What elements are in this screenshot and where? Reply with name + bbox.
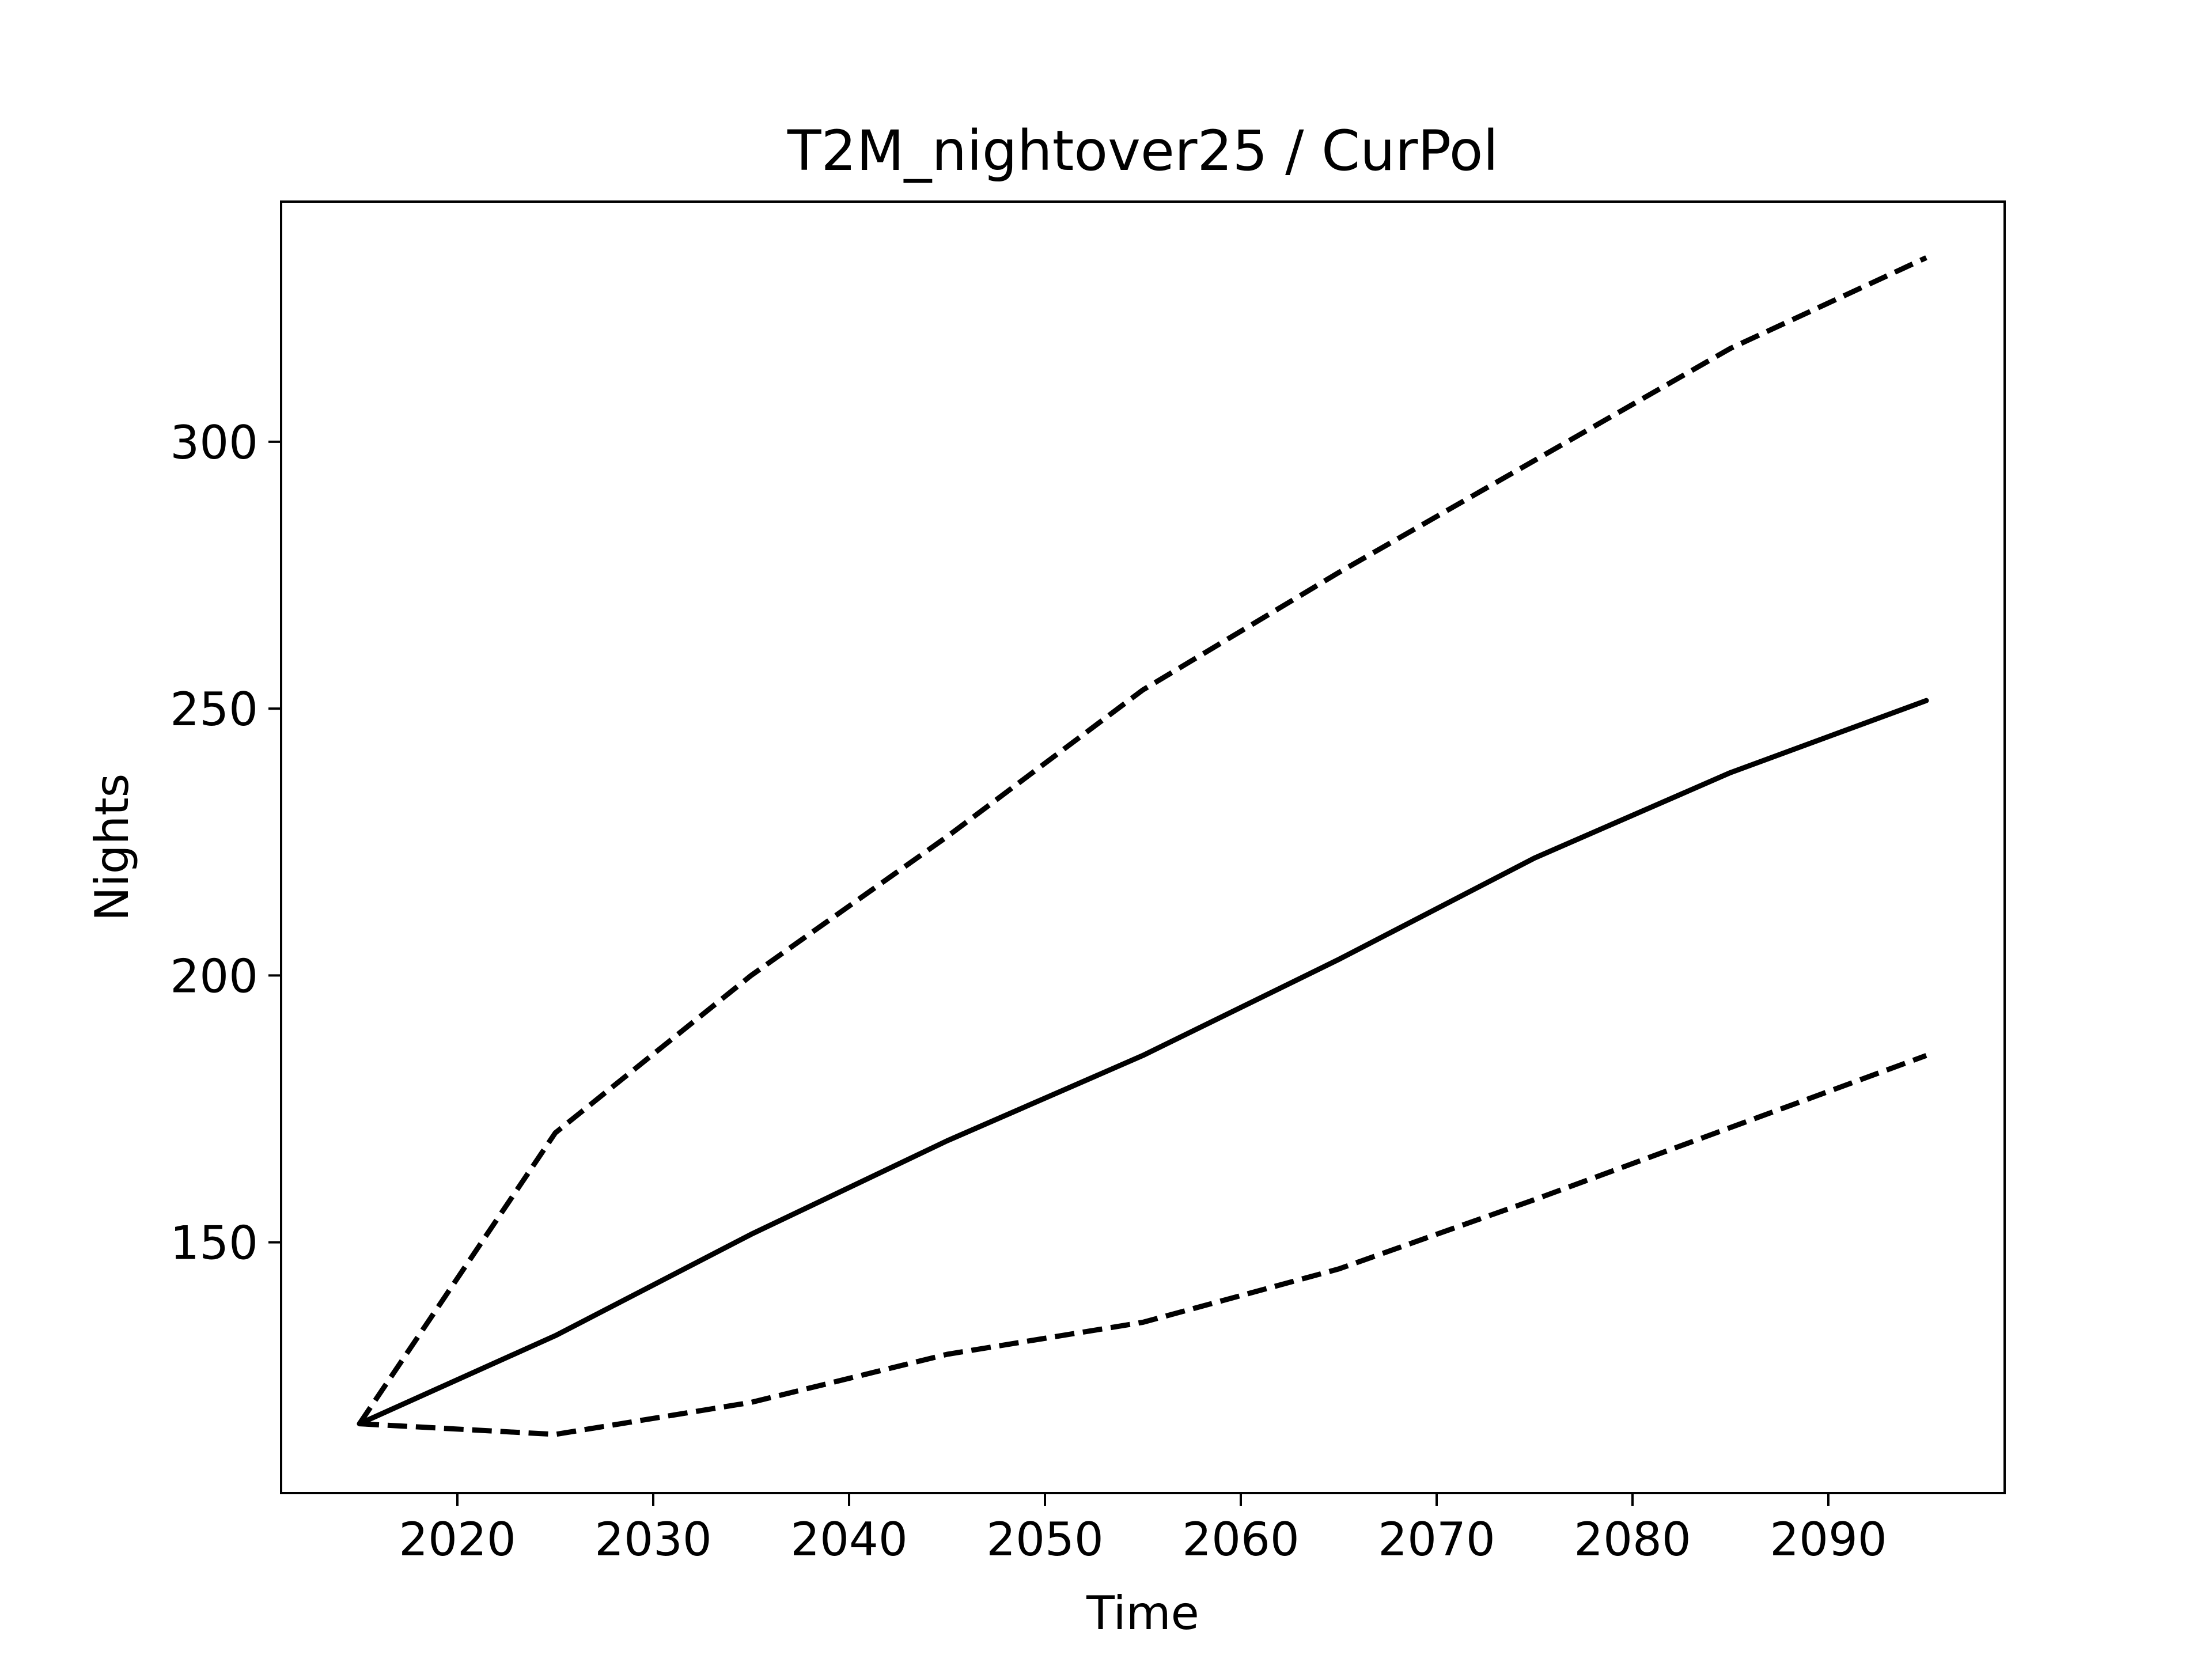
series-layer [357, 255, 1929, 1437]
x-axis: 2020 2030 2040 2050 2060 2070 2080 2090 [399, 1493, 1887, 1566]
x-tick-label-2030: 2030 [594, 1513, 712, 1566]
y-tick-label-300: 300 [170, 416, 258, 469]
x-tick-label-2060: 2060 [1182, 1513, 1300, 1566]
x-tick-label-2020: 2020 [399, 1513, 516, 1566]
series-line-3-dashed [359, 1053, 1927, 1437]
y-tick-label-250: 250 [170, 683, 258, 736]
plot-frame [280, 200, 2006, 1494]
chart-title: T2M_nightover25 / CurPol [787, 119, 1498, 183]
x-axis-label: Time [1086, 1586, 1199, 1640]
y-tick-label-150: 150 [170, 1217, 258, 1270]
x-tick-label-2070: 2070 [1378, 1513, 1495, 1566]
x-tick-label-2080: 2080 [1574, 1513, 1691, 1566]
x-tick-label-2050: 2050 [986, 1513, 1104, 1566]
series-line-1-solid [357, 698, 1929, 1427]
y-tick-label-200: 200 [170, 949, 258, 1003]
y-axis-label: Nights [85, 774, 139, 922]
series-line-2-dashed [357, 255, 1927, 1426]
y-axis: 150 200 250 300 [170, 416, 281, 1270]
x-tick-label-2090: 2090 [1770, 1513, 1887, 1566]
x-tick-label-2040: 2040 [790, 1513, 908, 1566]
